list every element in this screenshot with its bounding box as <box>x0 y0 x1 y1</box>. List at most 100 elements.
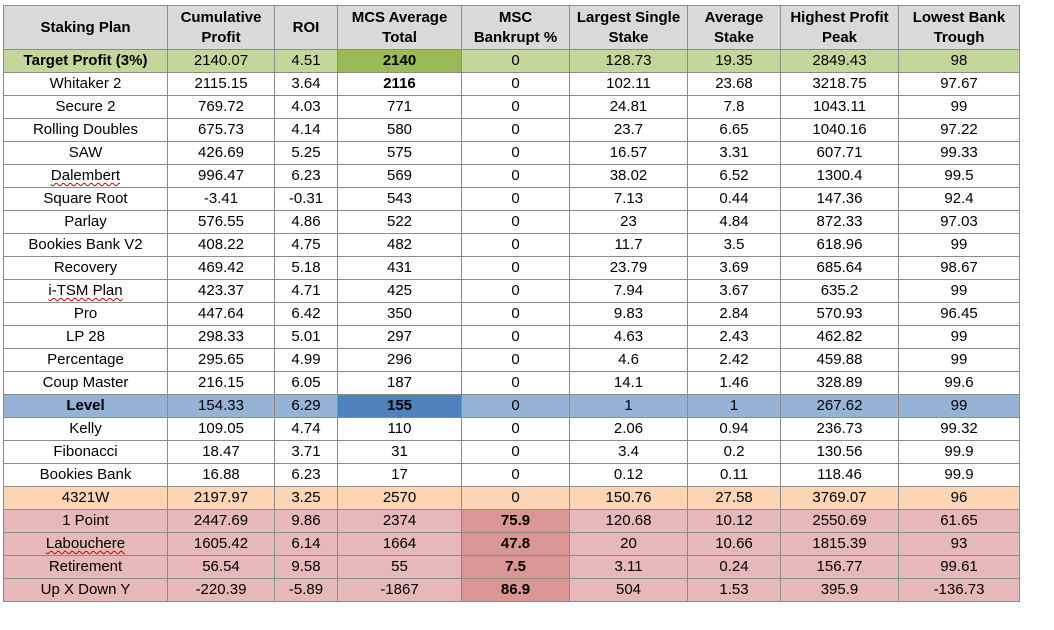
cell-highest-profit-peak[interactable]: 395.9 <box>780 578 899 602</box>
cell-lowest-bank-trough[interactable]: 97.03 <box>898 210 1020 234</box>
cell-average-stake[interactable]: 6.65 <box>687 118 781 142</box>
cell-mcs-average-total[interactable]: 296 <box>337 348 462 372</box>
cell-largest-single-stake[interactable]: 120.68 <box>569 509 688 533</box>
cell-staking-plan[interactable]: Secure 2 <box>3 95 168 119</box>
cell-cumulative-profit[interactable]: 1605.42 <box>167 532 275 556</box>
cell-mcs-average-total[interactable]: 17 <box>337 463 462 487</box>
cell-roi[interactable]: 4.51 <box>274 49 338 73</box>
cell-lowest-bank-trough[interactable]: 99.9 <box>898 463 1020 487</box>
cell-highest-profit-peak[interactable]: 236.73 <box>780 417 899 441</box>
cell-lowest-bank-trough[interactable]: -136.73 <box>898 578 1020 602</box>
cell-average-stake[interactable]: 10.12 <box>687 509 781 533</box>
cell-lowest-bank-trough[interactable]: 99.33 <box>898 141 1020 165</box>
cell-roi[interactable]: 6.42 <box>274 302 338 326</box>
cell-average-stake[interactable]: 23.68 <box>687 72 781 96</box>
cell-mcs-average-total[interactable]: 2374 <box>337 509 462 533</box>
cell-mcs-average-total[interactable]: 31 <box>337 440 462 464</box>
cell-highest-profit-peak[interactable]: 685.64 <box>780 256 899 280</box>
cell-roi[interactable]: 4.14 <box>274 118 338 142</box>
cell-largest-single-stake[interactable]: 7.94 <box>569 279 688 303</box>
cell-mcs-average-total[interactable]: 155 <box>337 394 462 418</box>
cell-highest-profit-peak[interactable]: 607.71 <box>780 141 899 165</box>
cell-msc-bankrupt-pct[interactable]: 0 <box>461 440 570 464</box>
cell-average-stake[interactable]: 3.5 <box>687 233 781 257</box>
cell-average-stake[interactable]: 0.44 <box>687 187 781 211</box>
cell-staking-plan[interactable]: Rolling Doubles <box>3 118 168 142</box>
cell-highest-profit-peak[interactable]: 459.88 <box>780 348 899 372</box>
cell-roi[interactable]: -5.89 <box>274 578 338 602</box>
cell-cumulative-profit[interactable]: 295.65 <box>167 348 275 372</box>
cell-roi[interactable]: 4.99 <box>274 348 338 372</box>
cell-largest-single-stake[interactable]: 11.7 <box>569 233 688 257</box>
cell-largest-single-stake[interactable]: 1 <box>569 394 688 418</box>
cell-staking-plan[interactable]: Target Profit (3%) <box>3 49 168 73</box>
cell-highest-profit-peak[interactable]: 872.33 <box>780 210 899 234</box>
cell-largest-single-stake[interactable]: 2.06 <box>569 417 688 441</box>
cell-staking-plan[interactable]: Percentage <box>3 348 168 372</box>
column-header-lowest-bank-trough[interactable]: Lowest Bank Trough <box>898 5 1020 50</box>
cell-staking-plan[interactable]: Bookies Bank <box>3 463 168 487</box>
cell-lowest-bank-trough[interactable]: 99 <box>898 279 1020 303</box>
cell-lowest-bank-trough[interactable]: 99 <box>898 348 1020 372</box>
cell-staking-plan[interactable]: Up X Down Y <box>3 578 168 602</box>
cell-average-stake[interactable]: 1.53 <box>687 578 781 602</box>
cell-highest-profit-peak[interactable]: 118.46 <box>780 463 899 487</box>
cell-lowest-bank-trough[interactable]: 99 <box>898 233 1020 257</box>
cell-cumulative-profit[interactable]: 56.54 <box>167 555 275 579</box>
cell-cumulative-profit[interactable]: 576.55 <box>167 210 275 234</box>
cell-mcs-average-total[interactable]: 187 <box>337 371 462 395</box>
cell-staking-plan[interactable]: Square Root <box>3 187 168 211</box>
cell-staking-plan[interactable]: SAW <box>3 141 168 165</box>
cell-roi[interactable]: 5.01 <box>274 325 338 349</box>
cell-roi[interactable]: 9.58 <box>274 555 338 579</box>
cell-staking-plan[interactable]: Coup Master <box>3 371 168 395</box>
cell-largest-single-stake[interactable]: 23.79 <box>569 256 688 280</box>
cell-highest-profit-peak[interactable]: 1040.16 <box>780 118 899 142</box>
cell-msc-bankrupt-pct[interactable]: 0 <box>461 164 570 188</box>
cell-cumulative-profit[interactable]: 769.72 <box>167 95 275 119</box>
cell-cumulative-profit[interactable]: 996.47 <box>167 164 275 188</box>
cell-cumulative-profit[interactable]: 16.88 <box>167 463 275 487</box>
cell-staking-plan[interactable]: Level <box>3 394 168 418</box>
cell-msc-bankrupt-pct[interactable]: 0 <box>461 72 570 96</box>
cell-msc-bankrupt-pct[interactable]: 0 <box>461 95 570 119</box>
cell-highest-profit-peak[interactable]: 618.96 <box>780 233 899 257</box>
cell-roi[interactable]: 9.86 <box>274 509 338 533</box>
cell-mcs-average-total[interactable]: 2570 <box>337 486 462 510</box>
cell-mcs-average-total[interactable]: 771 <box>337 95 462 119</box>
cell-staking-plan[interactable]: Pro <box>3 302 168 326</box>
cell-msc-bankrupt-pct[interactable]: 0 <box>461 463 570 487</box>
cell-largest-single-stake[interactable]: 504 <box>569 578 688 602</box>
cell-average-stake[interactable]: 0.2 <box>687 440 781 464</box>
cell-mcs-average-total[interactable]: 431 <box>337 256 462 280</box>
cell-average-stake[interactable]: 1.46 <box>687 371 781 395</box>
cell-cumulative-profit[interactable]: -220.39 <box>167 578 275 602</box>
cell-staking-plan[interactable]: 4321W <box>3 486 168 510</box>
cell-cumulative-profit[interactable]: 675.73 <box>167 118 275 142</box>
cell-lowest-bank-trough[interactable]: 99 <box>898 394 1020 418</box>
cell-msc-bankrupt-pct[interactable]: 0 <box>461 210 570 234</box>
cell-highest-profit-peak[interactable]: 570.93 <box>780 302 899 326</box>
cell-average-stake[interactable]: 3.69 <box>687 256 781 280</box>
cell-mcs-average-total[interactable]: 425 <box>337 279 462 303</box>
cell-cumulative-profit[interactable]: 216.15 <box>167 371 275 395</box>
cell-cumulative-profit[interactable]: 2115.15 <box>167 72 275 96</box>
cell-average-stake[interactable]: 0.24 <box>687 555 781 579</box>
cell-mcs-average-total[interactable]: -1867 <box>337 578 462 602</box>
cell-msc-bankrupt-pct[interactable]: 0 <box>461 256 570 280</box>
cell-roi[interactable]: 6.05 <box>274 371 338 395</box>
cell-average-stake[interactable]: 0.94 <box>687 417 781 441</box>
cell-lowest-bank-trough[interactable]: 99.32 <box>898 417 1020 441</box>
cell-staking-plan[interactable]: Parlay <box>3 210 168 234</box>
cell-highest-profit-peak[interactable]: 130.56 <box>780 440 899 464</box>
cell-average-stake[interactable]: 2.42 <box>687 348 781 372</box>
cell-largest-single-stake[interactable]: 3.4 <box>569 440 688 464</box>
cell-msc-bankrupt-pct[interactable]: 7.5 <box>461 555 570 579</box>
cell-lowest-bank-trough[interactable]: 92.4 <box>898 187 1020 211</box>
cell-mcs-average-total[interactable]: 297 <box>337 325 462 349</box>
cell-cumulative-profit[interactable]: 426.69 <box>167 141 275 165</box>
cell-highest-profit-peak[interactable]: 3769.07 <box>780 486 899 510</box>
cell-msc-bankrupt-pct[interactable]: 0 <box>461 348 570 372</box>
cell-staking-plan[interactable]: Labouchere <box>3 532 168 556</box>
cell-highest-profit-peak[interactable]: 462.82 <box>780 325 899 349</box>
